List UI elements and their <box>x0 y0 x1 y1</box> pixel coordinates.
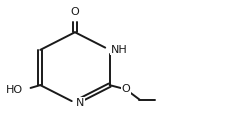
Text: O: O <box>121 84 130 94</box>
Text: NH: NH <box>110 45 127 55</box>
Text: N: N <box>76 98 84 108</box>
Text: HO: HO <box>6 85 23 95</box>
Text: O: O <box>70 7 79 17</box>
